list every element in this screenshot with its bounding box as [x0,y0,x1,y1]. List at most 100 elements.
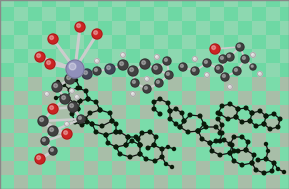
Bar [210,175,224,189]
Circle shape [80,123,84,127]
Bar [56,175,70,189]
Circle shape [131,79,139,87]
Circle shape [180,111,184,115]
Bar [210,21,224,35]
Circle shape [228,85,230,87]
Circle shape [179,63,187,71]
Circle shape [152,100,156,104]
Bar [210,0,224,7]
Bar [280,49,289,63]
Bar [112,161,126,175]
Bar [196,175,210,189]
Bar [0,77,14,91]
Circle shape [152,64,162,74]
Circle shape [60,94,64,98]
Circle shape [128,66,138,76]
Bar [210,49,224,63]
Circle shape [94,100,98,104]
Bar [70,63,84,77]
Bar [210,147,224,161]
Bar [280,161,289,175]
Circle shape [155,79,163,87]
Circle shape [273,161,275,164]
Bar [168,49,182,63]
Bar [280,147,289,161]
Bar [280,0,289,7]
Bar [112,119,126,133]
Circle shape [226,53,234,61]
Circle shape [126,135,130,139]
Circle shape [67,76,71,80]
Circle shape [45,59,55,69]
Bar [280,7,289,21]
Circle shape [104,133,108,137]
Bar [168,147,182,161]
Circle shape [152,143,156,147]
Bar [70,161,84,175]
Circle shape [114,130,118,134]
Circle shape [144,86,147,89]
Bar [0,35,14,49]
Circle shape [52,82,62,92]
Circle shape [171,166,173,169]
Bar [210,77,224,91]
Bar [14,21,28,35]
Bar [98,119,112,133]
Circle shape [154,66,158,70]
Bar [42,0,56,7]
Bar [112,21,126,35]
Circle shape [222,138,226,142]
Bar [154,21,168,35]
Bar [84,105,98,119]
Bar [70,77,84,91]
Circle shape [160,147,164,150]
Circle shape [37,156,40,160]
Bar [14,105,28,119]
Circle shape [88,111,92,115]
Circle shape [78,99,82,103]
Bar [224,0,238,7]
Circle shape [262,171,266,175]
Bar [56,119,70,133]
Bar [84,77,98,91]
Circle shape [45,91,49,97]
Circle shape [192,68,195,71]
Bar [266,91,280,105]
Bar [0,21,14,35]
Circle shape [114,130,118,134]
Bar [28,77,42,91]
Circle shape [65,74,75,84]
Circle shape [232,149,236,153]
Circle shape [244,148,248,152]
Bar [56,105,70,119]
Circle shape [154,135,158,139]
Bar [266,147,280,161]
Bar [42,7,56,21]
Circle shape [228,142,232,146]
Circle shape [227,84,232,90]
Bar [70,133,84,147]
Bar [196,161,210,175]
Bar [140,7,154,21]
Circle shape [234,68,237,71]
Circle shape [140,59,150,69]
Circle shape [264,157,268,160]
Circle shape [153,159,157,163]
Bar [168,21,182,35]
Circle shape [73,120,77,124]
Bar [224,175,238,189]
Bar [238,77,252,91]
Circle shape [144,157,148,161]
Bar [196,77,210,91]
Bar [42,161,56,175]
Circle shape [266,149,270,153]
Bar [182,49,196,63]
Bar [28,0,42,7]
Circle shape [118,130,122,134]
Circle shape [264,114,268,118]
Bar [126,77,140,91]
Circle shape [180,64,184,67]
Bar [126,35,140,49]
Circle shape [254,168,258,172]
Circle shape [258,109,262,113]
